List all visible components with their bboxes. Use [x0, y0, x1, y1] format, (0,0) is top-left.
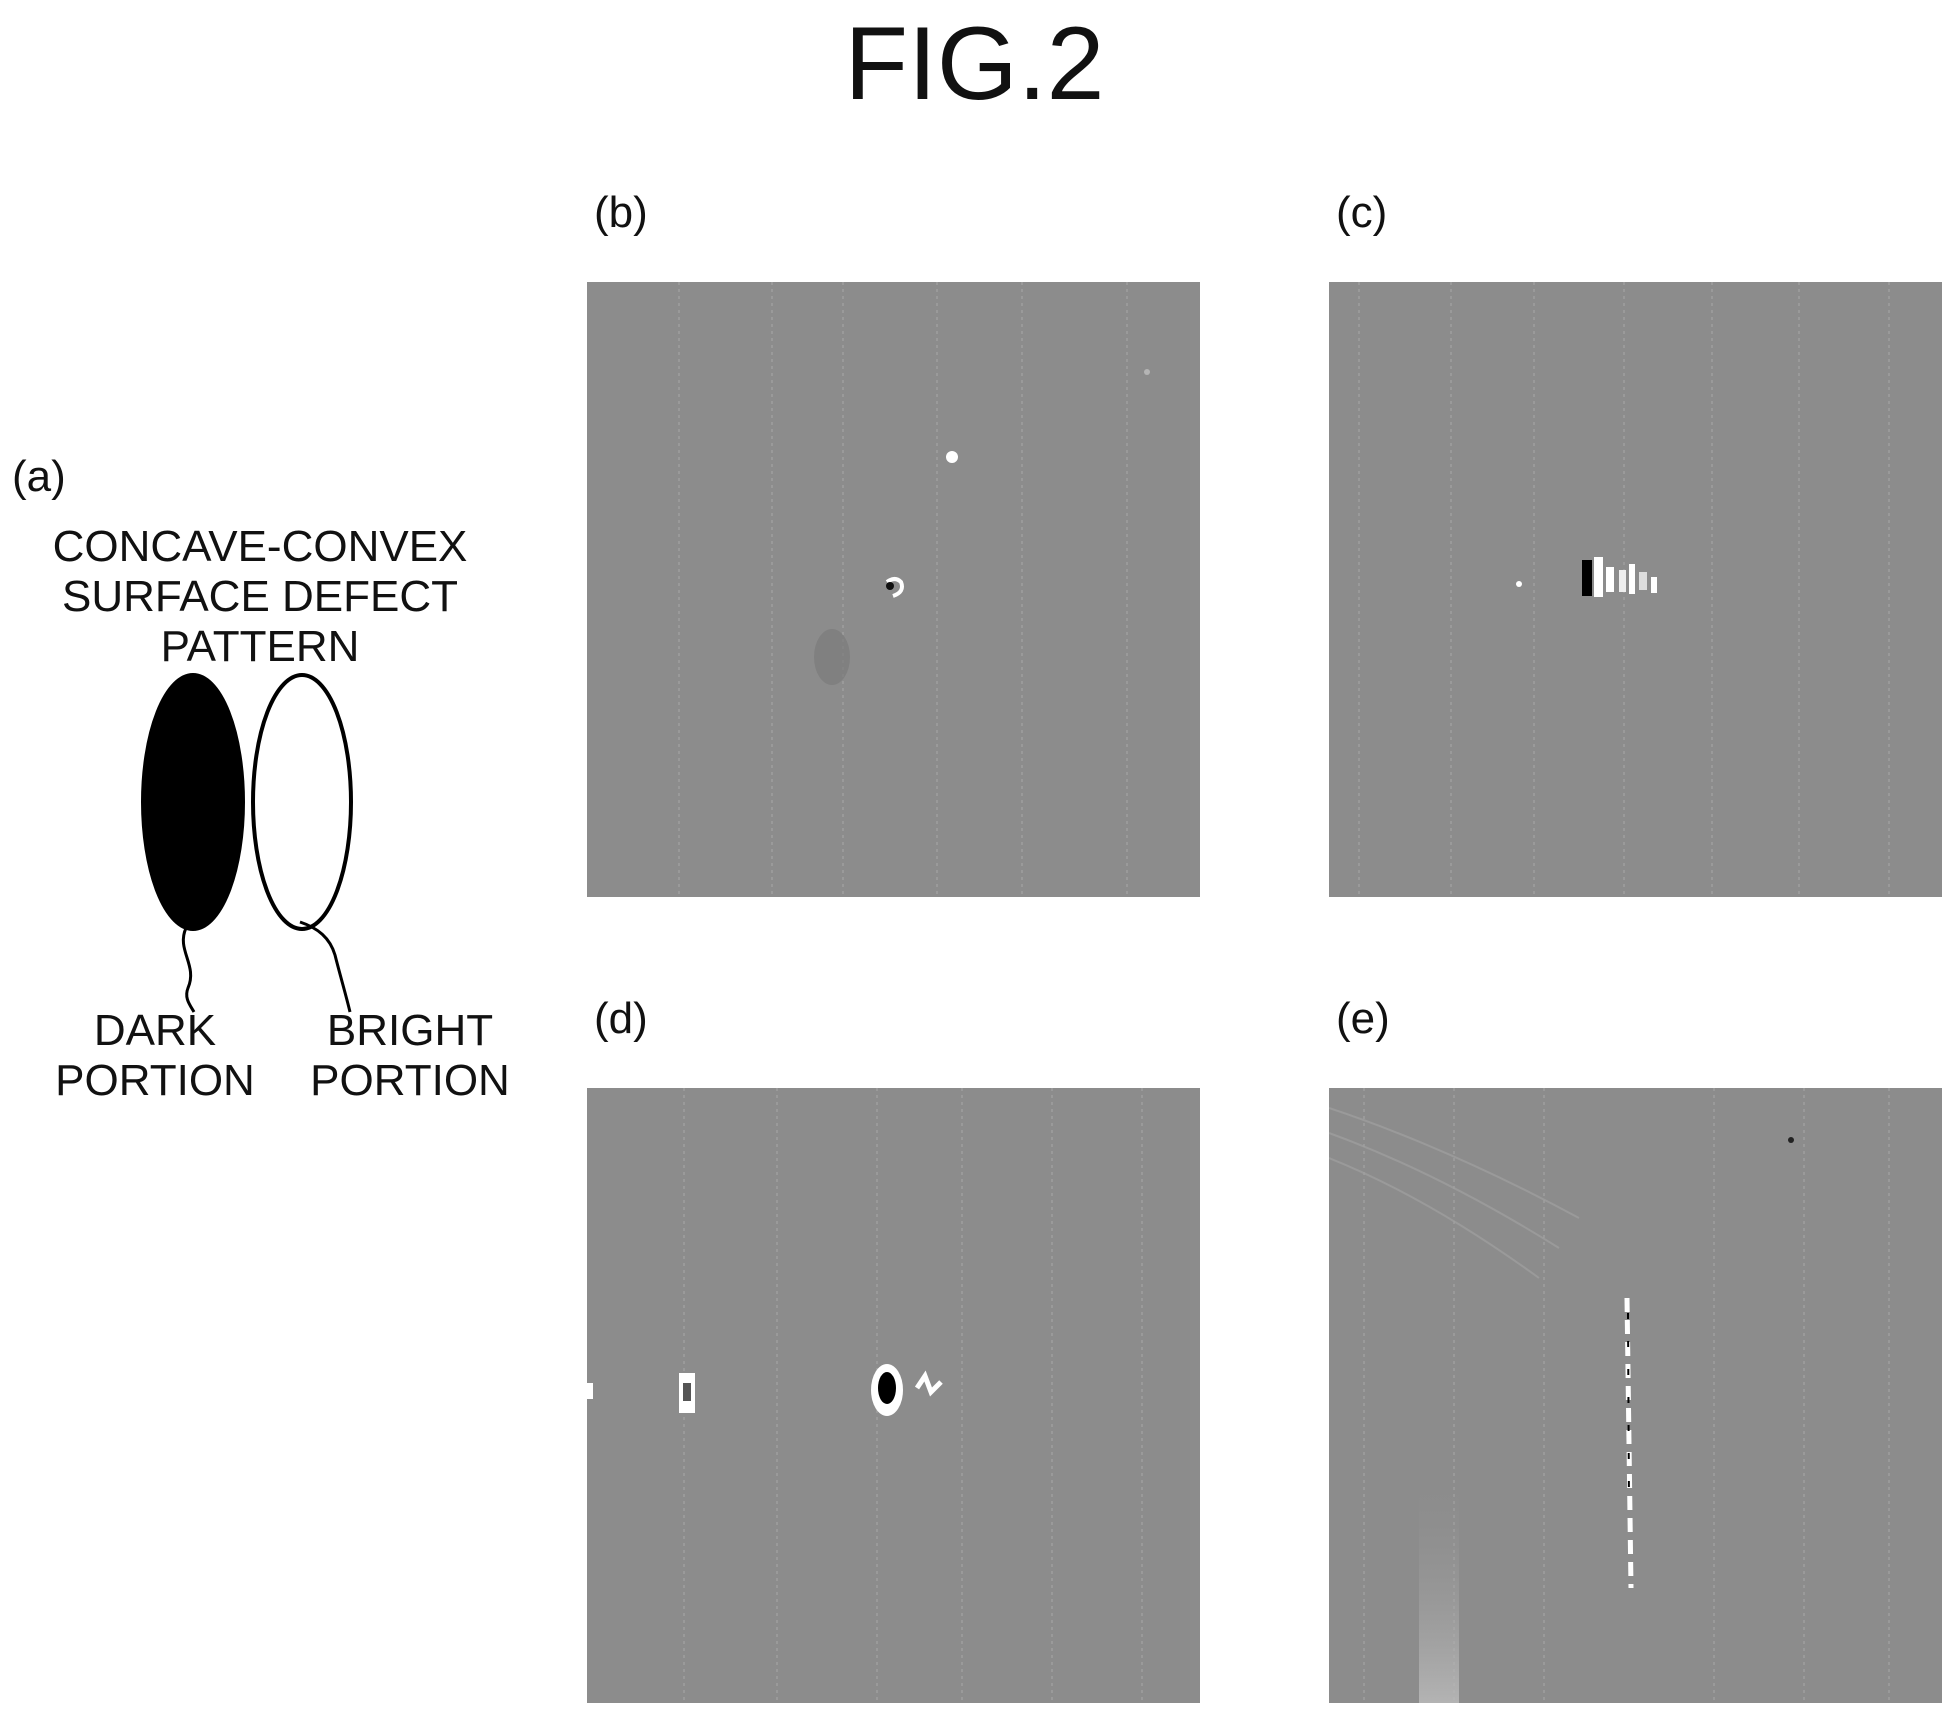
dark-portion-label: DARK PORTION — [30, 1006, 280, 1106]
pattern-caption: CONCAVE-CONVEX SURFACE DEFECT PATTERN — [10, 522, 510, 672]
bright-portion-ellipse — [253, 675, 351, 929]
panel-c-image — [1329, 282, 1942, 897]
panel-b-label: (b) — [594, 188, 648, 238]
defect-spot — [946, 451, 958, 463]
defect-pattern-diagram — [0, 660, 560, 1020]
figure-title: FIG.2 — [0, 8, 1949, 120]
panel-a-label: (a) — [12, 452, 66, 502]
bright-portion-label: BRIGHT PORTION — [290, 1006, 530, 1106]
panel-e-image — [1329, 1088, 1942, 1703]
panel-c-label: (c) — [1336, 188, 1387, 238]
panel-d-label: (d) — [594, 994, 648, 1044]
panel-b-image — [587, 282, 1200, 897]
dark-portion-ellipse — [143, 675, 243, 929]
bright-leader-line — [300, 922, 350, 1012]
dark-leader-line — [183, 928, 194, 1012]
panel-d-image — [587, 1088, 1200, 1703]
panel-e-label: (e) — [1336, 994, 1390, 1044]
